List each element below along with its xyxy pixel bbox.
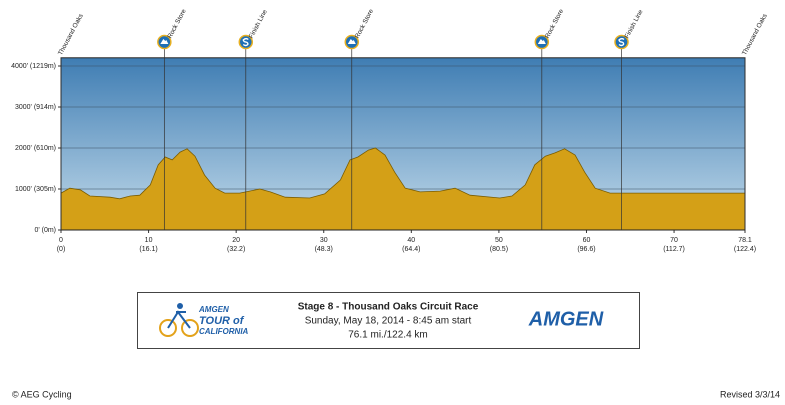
footer-revised: Revised 3/3/14 — [720, 389, 780, 399]
waypoint-label: Rock Store — [544, 8, 565, 40]
x-tick-km: (16.1) — [139, 246, 157, 253]
y-tick-label: 0' (0m) — [34, 227, 56, 234]
x-tick-km: (48.3) — [315, 246, 333, 253]
terrain-fill — [61, 148, 745, 230]
x-tick-km: (32.2) — [227, 246, 245, 253]
x-tick-label: 40 — [407, 237, 415, 244]
waypoint-label: Thousand Oaks — [741, 12, 769, 56]
logo-text: TOUR of — [199, 315, 245, 327]
logo-text: AMGEN — [198, 305, 229, 314]
logo-text: CALIFORNIA — [199, 327, 249, 336]
x-tick-km: (80.5) — [490, 246, 508, 253]
sponsor-logo: AMGEN — [528, 308, 604, 330]
x-tick-label: 50 — [495, 237, 503, 244]
plot-area: 0' (0m) 1000' (305m) 2000' (610m) 3000' (91… — [11, 8, 769, 253]
x-tick-label: 70 — [670, 237, 678, 244]
x-tick-km: (64.4) — [402, 246, 420, 253]
x-tick-label: 10 — [145, 237, 153, 244]
x-tick-label: 30 — [320, 237, 328, 244]
y-tick-label: 3000' (914m) — [15, 104, 56, 111]
kom-icon — [160, 39, 169, 44]
waypoint-label: Finish Line — [248, 8, 269, 39]
kom-icon — [537, 39, 546, 44]
stage-title: Stage 8 - Thousand Oaks Circuit Race — [298, 302, 479, 313]
x-tick-km: (96.6) — [577, 246, 595, 253]
x-tick-label: 60 — [583, 237, 591, 244]
tour-logo: AMGEN TOUR of CALIFORNIA — [159, 303, 249, 337]
sprint-icon — [618, 37, 625, 47]
x-tick-km: (112.7) — [663, 246, 685, 253]
y-tick-label: 1000' (305m) — [15, 186, 56, 193]
elevation-line — [60, 147, 745, 200]
info-box — [137, 292, 640, 349]
waypoint-label: Rock Store — [166, 8, 187, 40]
x-tick-label: 0 — [59, 237, 63, 244]
x-tick-km: (122.4) — [734, 246, 756, 253]
footer-credit: © AEG Cycling — [12, 389, 72, 399]
y-tick-label: 4000' (1219m) — [11, 63, 56, 70]
sprint-icon — [242, 37, 249, 47]
waypoint-label: Thousand Oaks — [57, 12, 85, 56]
waypoint-label: Rock Store — [354, 8, 375, 40]
stage-distance: 76.1 mi./122.4 km — [348, 330, 427, 341]
y-tick-label: 2000' (610m) — [15, 145, 56, 152]
kom-icon — [347, 39, 356, 44]
x-tick-label: 78.1 — [738, 237, 752, 244]
waypoint-label: Finish Line — [624, 8, 645, 39]
x-tick-km: (0) — [57, 246, 66, 253]
x-tick-label: 20 — [232, 237, 240, 244]
stage-date: Sunday, May 18, 2014 - 8:45 am start — [305, 316, 472, 327]
